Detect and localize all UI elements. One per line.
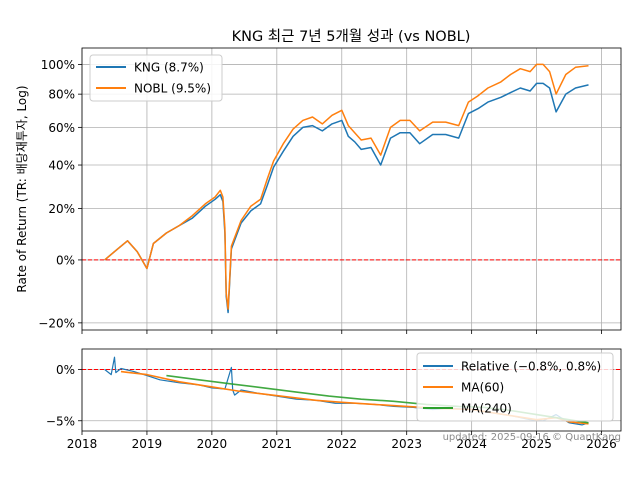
sub-frame [81,348,622,432]
relative-panel: 0% −5% 2018 2019 2020 2021 2022 2023 2024 2025 202… [46,348,622,451]
y-axis-label: Rate of Return (TR: 배당재투자, Log) [15,85,29,292]
relative-legend: Relative (−0.8%, 0.8%) MA(60) MA(240) [416,352,614,422]
main-y-tick-label: 80% [48,88,75,102]
main-y-tick-label: −20% [38,316,75,330]
x-tick-label: 2024 [456,437,487,451]
x-tick-label: 2025 [521,437,552,451]
chart-title: KNG 최근 7년 5개월 성과 (vs NOBL) [232,28,471,45]
main-y-tick-label: 20% [48,202,75,216]
legend-entry: KNG (8.7%) [134,61,204,75]
x-tick-label: 2023 [391,437,422,451]
main-legend: KNG (8.7%) NOBL (9.5%) [89,54,223,102]
x-tick-label: 2022 [326,437,357,451]
x-tick-label: 2021 [262,437,293,451]
main-y-tick-label: 0% [56,253,75,267]
main-panel: −20% 0% 20% 40% 60% 80% 100% KNG (8.7%) NOBL (9.… [38,47,622,334]
main-y-tick-label: 100% [41,58,75,72]
relative-legend-box [416,352,614,422]
kng-line [104,82,589,314]
legend-entry: NOBL (9.5%) [134,82,211,96]
legend-entry: MA(60) [461,381,504,395]
legend-entry: Relative (−0.8%, 0.8%) [461,360,601,374]
main-frame [81,47,622,331]
x-tick-label: 2019 [132,437,163,451]
main-y-tick-label: 60% [48,121,75,135]
sub-y-tick-label: 0% [56,363,75,377]
nobl-line [104,63,589,310]
footer-credit: updated: 2025-09-16 © QuantKang [443,432,621,443]
x-tick-label: 2018 [67,437,98,451]
x-tick-label: 2026 [586,437,617,451]
x-tick-label: 2020 [197,437,228,451]
sub-y-tick-label: −5% [46,414,75,428]
main-y-tick-label: 40% [48,159,75,173]
legend-entry: MA(240) [461,402,512,416]
